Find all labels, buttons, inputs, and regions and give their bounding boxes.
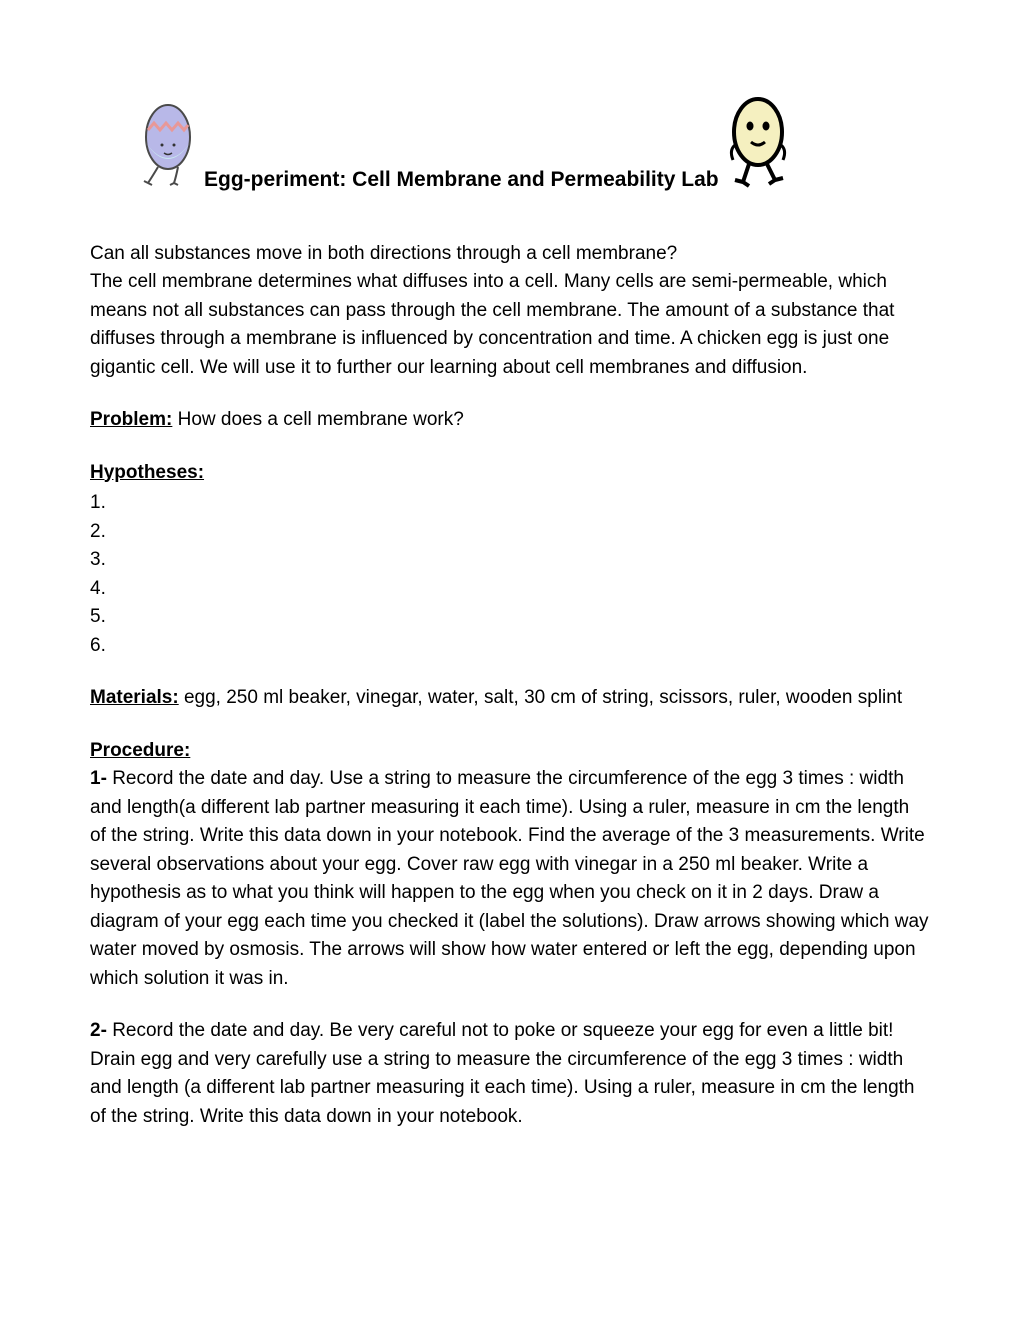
step-text: Record the date and day. Use a string to… (90, 768, 929, 989)
hypothesis-item: 5. (90, 603, 930, 632)
document-title: Egg-periment: Cell Membrane and Permeabi… (204, 164, 719, 196)
decorated-egg-icon (140, 95, 200, 200)
hypothesis-item: 3. (90, 546, 930, 575)
intro-paragraph: Can all substances move in both directio… (90, 240, 930, 383)
hypothesis-item: 2. (90, 518, 930, 547)
plain-egg-icon (723, 90, 793, 200)
procedure-section: Procedure: 1- Record the date and day. U… (90, 737, 930, 1132)
materials-text: egg, 250 ml beaker, vinegar, water, salt… (179, 687, 902, 708)
materials-label: Materials: (90, 687, 179, 708)
hypothesis-item: 4. (90, 575, 930, 604)
document-header: Egg-periment: Cell Membrane and Permeabi… (140, 90, 930, 200)
procedure-step-1: 1- Record the date and day. Use a string… (90, 765, 930, 993)
materials-section: Materials: egg, 250 ml beaker, vinegar, … (90, 684, 930, 713)
hypotheses-label: Hypotheses: (90, 459, 930, 488)
procedure-step-2: 2- Record the date and day. Be very care… (90, 1017, 930, 1131)
problem-text: How does a cell membrane work? (172, 409, 463, 430)
hypothesis-item: 1. (90, 489, 930, 518)
hypothesis-item: 6. (90, 632, 930, 661)
step-text: Record the date and day. Be very careful… (90, 1020, 914, 1127)
hypotheses-list: 1. 2. 3. 4. 5. 6. (90, 489, 930, 660)
problem-section: Problem: How does a cell membrane work? (90, 406, 930, 435)
intro-text: The cell membrane determines what diffus… (90, 268, 930, 382)
hypotheses-section: Hypotheses: 1. 2. 3. 4. 5. 6. (90, 459, 930, 661)
intro-question: Can all substances move in both directio… (90, 240, 930, 269)
step-number: 2- (90, 1020, 112, 1041)
step-number: 1- (90, 768, 112, 789)
problem-label: Problem: (90, 409, 172, 430)
procedure-label: Procedure: (90, 737, 930, 766)
